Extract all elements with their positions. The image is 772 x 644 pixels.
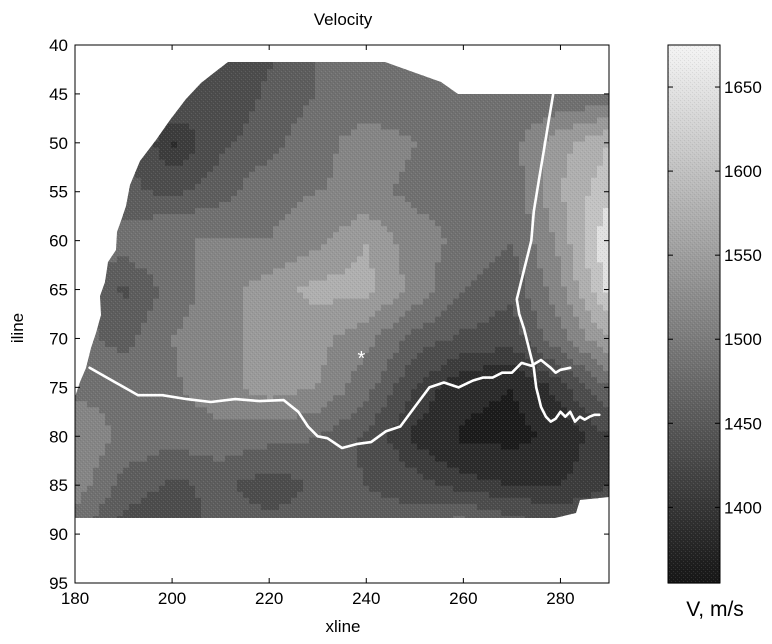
chart-svg: * 180 200 220 240 260 280 4045505560657075808… — [49, 36, 762, 608]
chart: * 180 200 220 240 260 280 40 45 50 55 60 65 70 75 80 8… — [8, 10, 762, 636]
